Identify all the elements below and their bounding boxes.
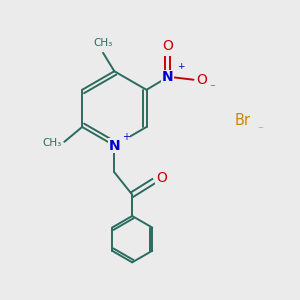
Text: +: + — [178, 62, 185, 71]
Text: ⁻: ⁻ — [209, 84, 215, 94]
Text: O: O — [196, 73, 207, 87]
Text: Br: Br — [234, 113, 250, 128]
Text: CH₃: CH₃ — [93, 38, 113, 48]
Text: O: O — [162, 39, 173, 53]
Text: +: + — [122, 132, 130, 142]
Text: ⁻: ⁻ — [258, 125, 263, 135]
Text: N: N — [109, 139, 120, 152]
Text: O: O — [156, 171, 167, 184]
Text: N: N — [162, 70, 174, 84]
Text: CH₃: CH₃ — [42, 138, 62, 148]
